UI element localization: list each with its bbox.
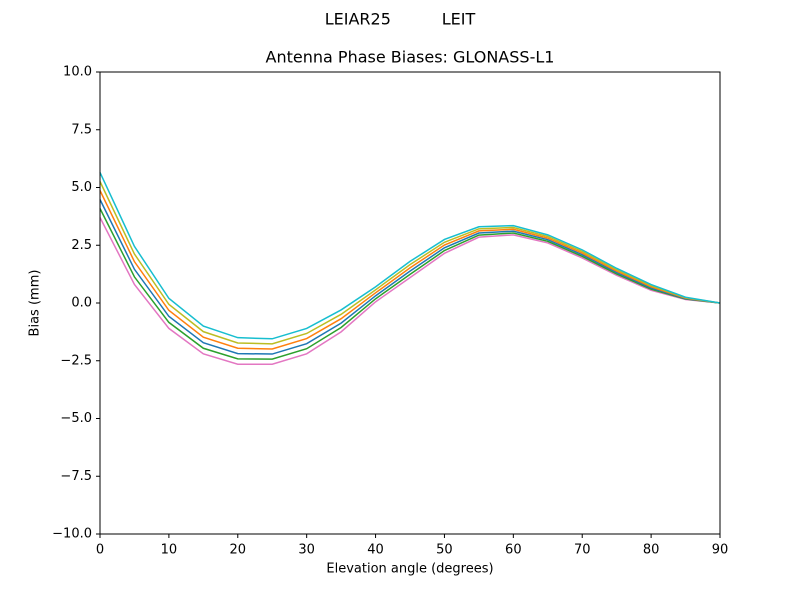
y-axis-label: Bias (mm) [28, 270, 43, 337]
x-tick-label: 60 [505, 543, 522, 558]
x-tick-label: 70 [574, 543, 591, 558]
y-tick-label: −10.0 [52, 527, 92, 542]
series-line [99, 217, 721, 365]
y-tick-label: 2.5 [71, 238, 92, 253]
chart-title: Antenna Phase Biases: GLONASS-L1 [266, 48, 555, 67]
series-line [99, 181, 721, 345]
y-tick-label: 5.0 [71, 180, 92, 195]
y-tick-label: −7.5 [60, 469, 92, 484]
y-tick-label: 0.0 [71, 296, 92, 311]
x-tick-label: 40 [367, 543, 384, 558]
y-tick-label: 10.0 [63, 65, 92, 80]
x-tick-label: 20 [230, 543, 247, 558]
x-tick-label: 30 [298, 543, 315, 558]
series-line [99, 199, 721, 355]
series-line [99, 172, 721, 340]
suptitle: LEIAR25 LEIT [325, 10, 476, 29]
x-tick-label: 10 [161, 543, 178, 558]
y-tick-label: 7.5 [71, 122, 92, 137]
x-axis-label: Elevation angle (degrees) [326, 562, 493, 577]
y-tick-label: −5.0 [60, 411, 92, 426]
series-line [99, 208, 721, 360]
x-tick-label: 90 [712, 543, 729, 558]
y-tick-label: −2.5 [60, 353, 92, 368]
x-tick-label: 80 [643, 543, 660, 558]
x-tick-label: 50 [436, 543, 453, 558]
x-tick-label: 0 [96, 543, 104, 558]
plot-frame [99, 71, 721, 535]
series-line [99, 190, 721, 350]
